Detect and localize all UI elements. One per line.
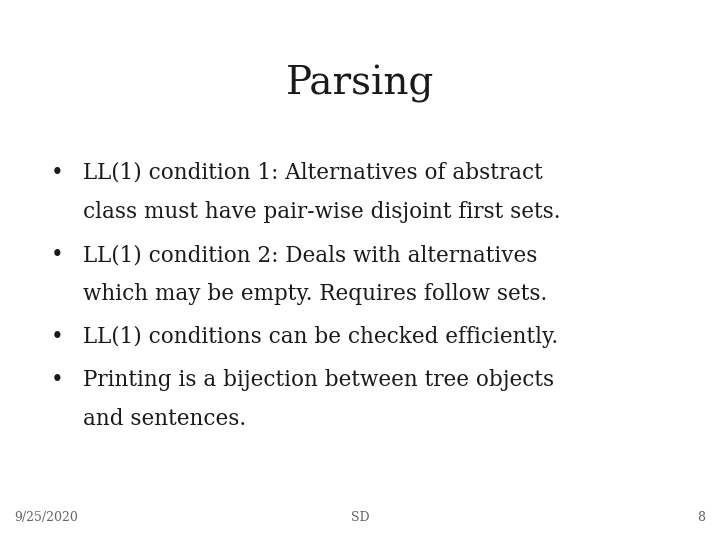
Text: SD: SD (351, 511, 369, 524)
Text: •: • (50, 369, 63, 392)
Text: •: • (50, 162, 63, 184)
Text: •: • (50, 326, 63, 348)
Text: •: • (50, 244, 63, 266)
Text: class must have pair-wise disjoint first sets.: class must have pair-wise disjoint first… (83, 201, 560, 223)
Text: 9/25/2020: 9/25/2020 (14, 511, 78, 524)
Text: LL(1) conditions can be checked efficiently.: LL(1) conditions can be checked efficien… (83, 326, 558, 348)
Text: LL(1) condition 2: Deals with alternatives: LL(1) condition 2: Deals with alternativ… (83, 244, 537, 266)
Text: and sentences.: and sentences. (83, 408, 246, 430)
Text: 8: 8 (698, 511, 706, 524)
Text: Printing is a bijection between tree objects: Printing is a bijection between tree obj… (83, 369, 554, 392)
Text: LL(1) condition 1: Alternatives of abstract: LL(1) condition 1: Alternatives of abstr… (83, 162, 543, 184)
Text: which may be empty. Requires follow sets.: which may be empty. Requires follow sets… (83, 283, 547, 305)
Text: Parsing: Parsing (286, 65, 434, 103)
